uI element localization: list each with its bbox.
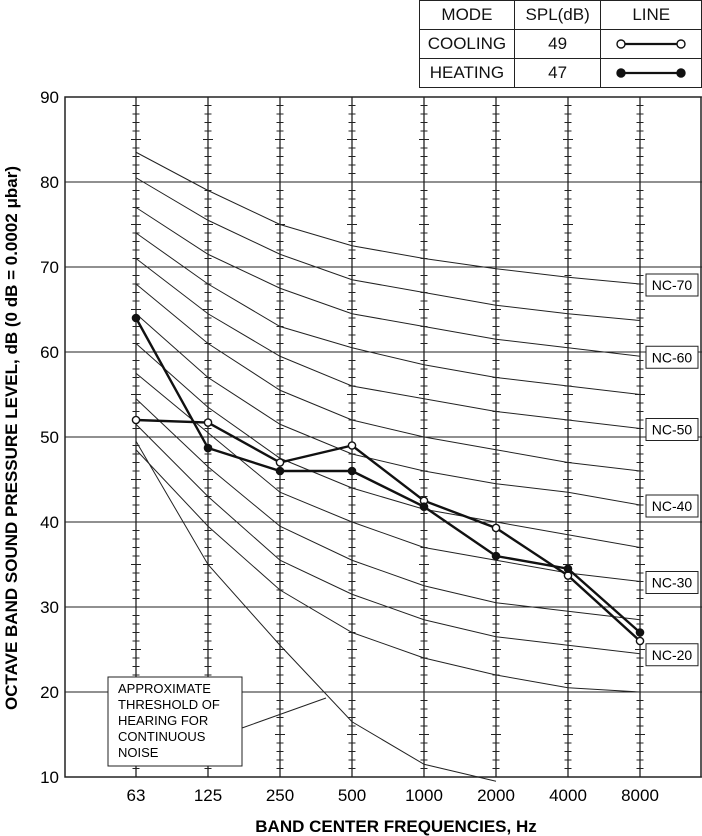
nc-label-box: [645, 273, 699, 297]
y-tick-label: 30: [40, 598, 59, 617]
legend-row-cooling: COOLING 49: [419, 29, 702, 59]
x-tick-label: 500: [338, 786, 366, 805]
y-tick-labels: 10 20 30 40 50 60 70 80 90: [40, 88, 59, 787]
x-axis-title: BAND CENTER FREQUENCIES, Hz: [255, 817, 536, 836]
y-tick-label: 60: [40, 343, 59, 362]
legend-spl-cooling: 49: [513, 29, 602, 59]
series-line-cooling: [135, 418, 641, 642]
x-tick-label: 2000: [477, 786, 515, 805]
y-tick-label: 40: [40, 513, 59, 532]
annotation-leader: [241, 697, 327, 729]
annotation-leader-line: [241, 697, 327, 729]
nc-curve: [135, 398, 641, 621]
nc-curve: [135, 440, 497, 782]
y-tick-label: 50: [40, 428, 59, 447]
nc-curve: [135, 343, 641, 548]
x-tick-label: 250: [266, 786, 294, 805]
annotation-line: NOISE: [118, 745, 159, 760]
threshold-annotation: APPROXIMATE THRESHOLD OF HEARING FOR CON…: [107, 676, 243, 767]
nc-curve: [135, 151, 641, 285]
data-series: [131, 313, 645, 646]
nc-curve: [135, 313, 641, 506]
y-tick-label: 20: [40, 683, 59, 702]
nc-curves: NC-70 NC-60 NC-50 NC-40 NC-30 NC-20: [135, 151, 699, 782]
nc-curve-label: NC-60: [652, 349, 693, 365]
nc-curve-label: NC-70: [652, 277, 693, 293]
open-circle-line-icon: [616, 39, 686, 49]
y-tick-label: 70: [40, 258, 59, 277]
nc-curve: [135, 449, 641, 693]
legend-header-row: MODE SPL(dB) LINE: [419, 0, 702, 30]
data-point-heating: [131, 313, 141, 323]
data-point-heating: [347, 466, 357, 476]
nc-curve-label: NC-20: [652, 647, 693, 663]
nc-curve: [135, 258, 641, 429]
legend-spl-heating: 47: [513, 58, 602, 88]
annotation-line: HEARING FOR: [118, 713, 208, 728]
legend-mode-cooling: COOLING: [419, 29, 515, 59]
grid-lines: [65, 96, 702, 778]
legend-header-mode: MODE: [419, 0, 515, 30]
legend-line-cooling: [600, 29, 702, 59]
nc-curve-label: NC-30: [652, 575, 693, 591]
nc-curve: [135, 283, 641, 472]
annotation-line: CONTINUOUS: [118, 729, 206, 744]
nc-label-box: [645, 418, 699, 441]
annotation-line: APPROXIMATE: [118, 681, 211, 696]
nc-label-box: [645, 571, 699, 594]
data-point-heating: [419, 502, 429, 512]
x-tick-label: 63: [127, 786, 146, 805]
nc-curve: [135, 232, 641, 395]
nc-curve-label: NC-40: [652, 498, 693, 514]
nc-label-box: [645, 643, 699, 667]
y-tick-label: 80: [40, 173, 59, 192]
y-tick-label: 10: [40, 768, 59, 787]
legend-table: MODE SPL(dB) LINE COOLING 49 HEATING 47: [419, 0, 702, 88]
data-point-heating: [563, 564, 573, 574]
data-point-heating: [635, 628, 645, 637]
nc-curve: [135, 207, 641, 357]
series-line-heating: [134, 317, 641, 634]
legend-header-spl: SPL(dB): [513, 0, 602, 30]
data-point-heating: [203, 443, 213, 453]
nc-curve: [135, 177, 641, 322]
legend-line-heating: [600, 58, 702, 88]
x-tick-label: 8000: [621, 786, 659, 805]
data-point-cooling: [275, 458, 285, 467]
x-tick-label: 125: [194, 786, 222, 805]
y-tick-label: 90: [40, 88, 59, 107]
data-point-cooling: [203, 418, 213, 427]
legend-row-heating: HEATING 47: [419, 58, 702, 88]
nc-curve-label: NC-50: [652, 422, 693, 438]
nc-label-box: [645, 494, 699, 518]
x-tick-label: 4000: [549, 786, 587, 805]
nc-label-box: [645, 345, 699, 369]
annotation-line: THRESHOLD OF: [118, 697, 220, 712]
data-point-cooling: [635, 636, 645, 646]
x-tick-labels: 63 125 250 500 1000 2000 4000 8000: [127, 786, 659, 805]
frequency-tick-columns: [131, 97, 645, 777]
data-point-heating: [491, 551, 501, 561]
y-axis-title: OCTAVE BAND SOUND PRESSURE LEVEL, dB (0 …: [2, 166, 21, 710]
filled-circle-line-icon: [616, 68, 686, 78]
data-point-cooling: [131, 415, 141, 425]
nc-curve: [135, 372, 641, 582]
x-tick-label: 1000: [405, 786, 443, 805]
data-point-cooling: [347, 441, 357, 450]
data-point-heating: [275, 466, 285, 476]
legend-header-line: LINE: [600, 0, 702, 30]
data-point-cooling: [491, 523, 501, 533]
legend-mode-heating: HEATING: [419, 58, 515, 88]
nc-curve: [135, 423, 641, 655]
